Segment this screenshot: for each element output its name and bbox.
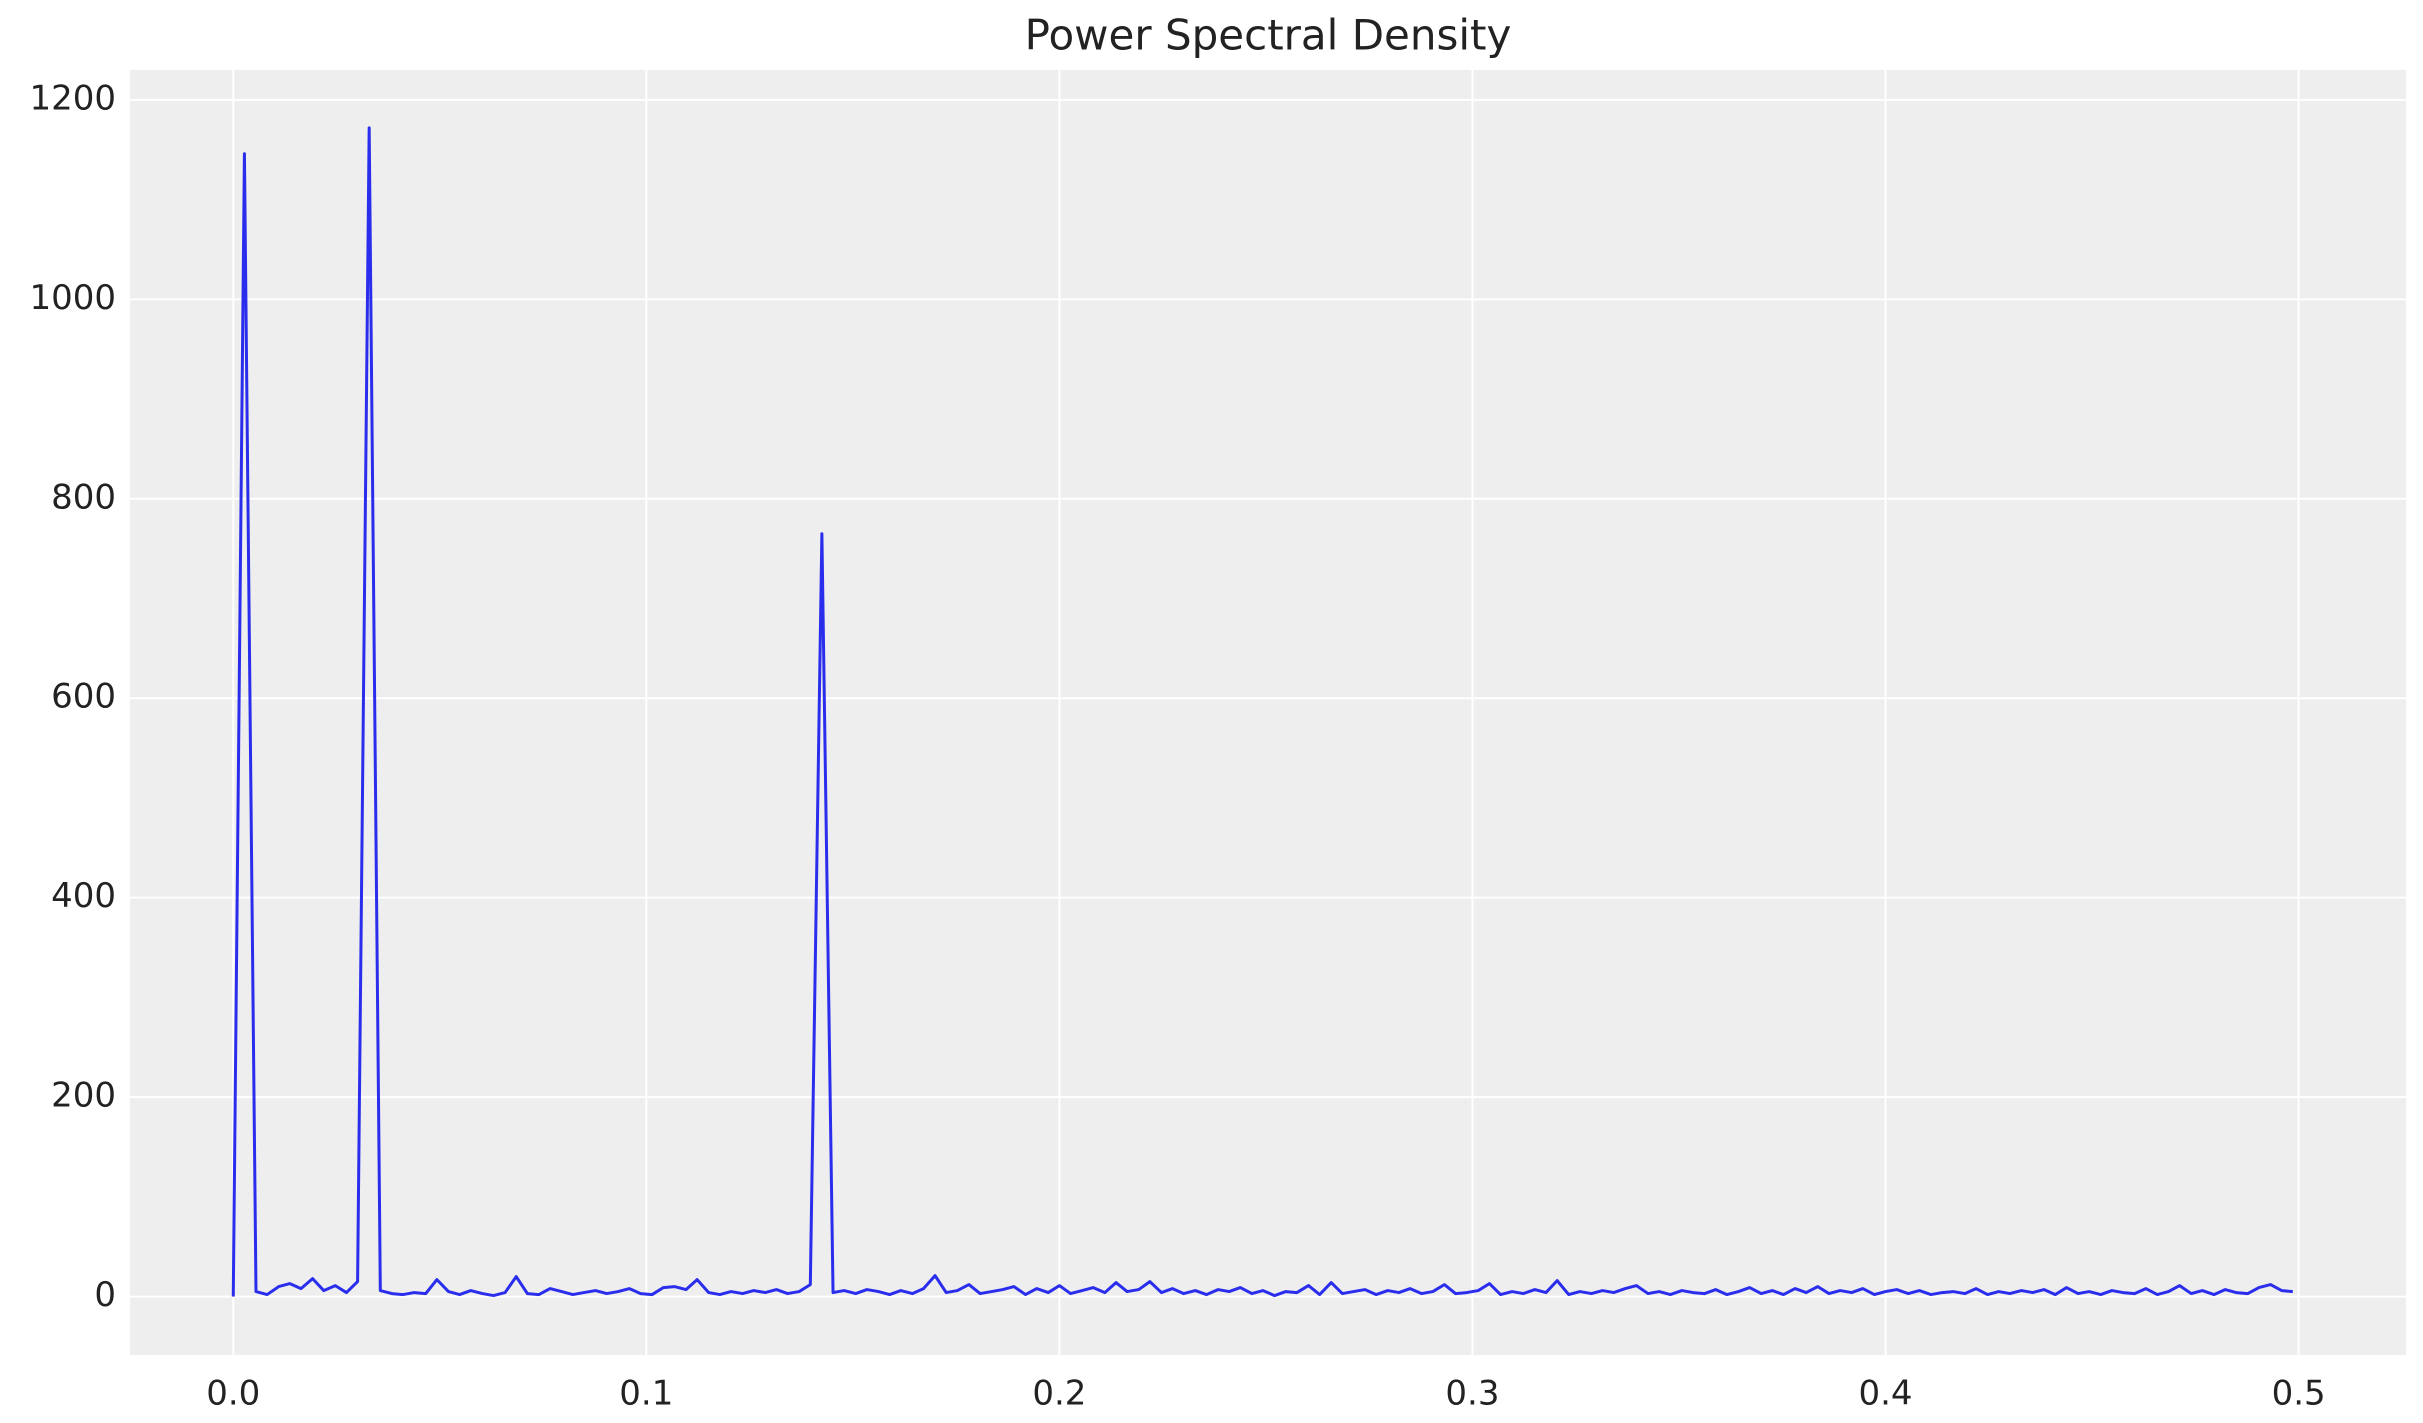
y-tick-label: 1200 [29, 78, 116, 118]
y-tick-label: 800 [51, 477, 116, 517]
y-tick-label: 1000 [29, 278, 116, 318]
y-tick-label: 600 [51, 677, 116, 717]
x-tick-label: 0.2 [1032, 1374, 1086, 1414]
plot-area [130, 70, 2406, 1355]
x-tick-label: 0.4 [1858, 1374, 1912, 1414]
y-tick-label: 400 [51, 876, 116, 916]
x-tick-label: 0.5 [2272, 1374, 2326, 1414]
data-line [231, 126, 2293, 1298]
y-tick-label: 200 [51, 1076, 116, 1116]
x-tick-label: 0.3 [1445, 1374, 1499, 1414]
y-tick-label: 0 [94, 1275, 116, 1315]
chart-title: Power Spectral Density [1025, 11, 1512, 60]
x-tick-label: 0.0 [206, 1374, 260, 1414]
x-tick-label: 0.1 [619, 1374, 673, 1414]
